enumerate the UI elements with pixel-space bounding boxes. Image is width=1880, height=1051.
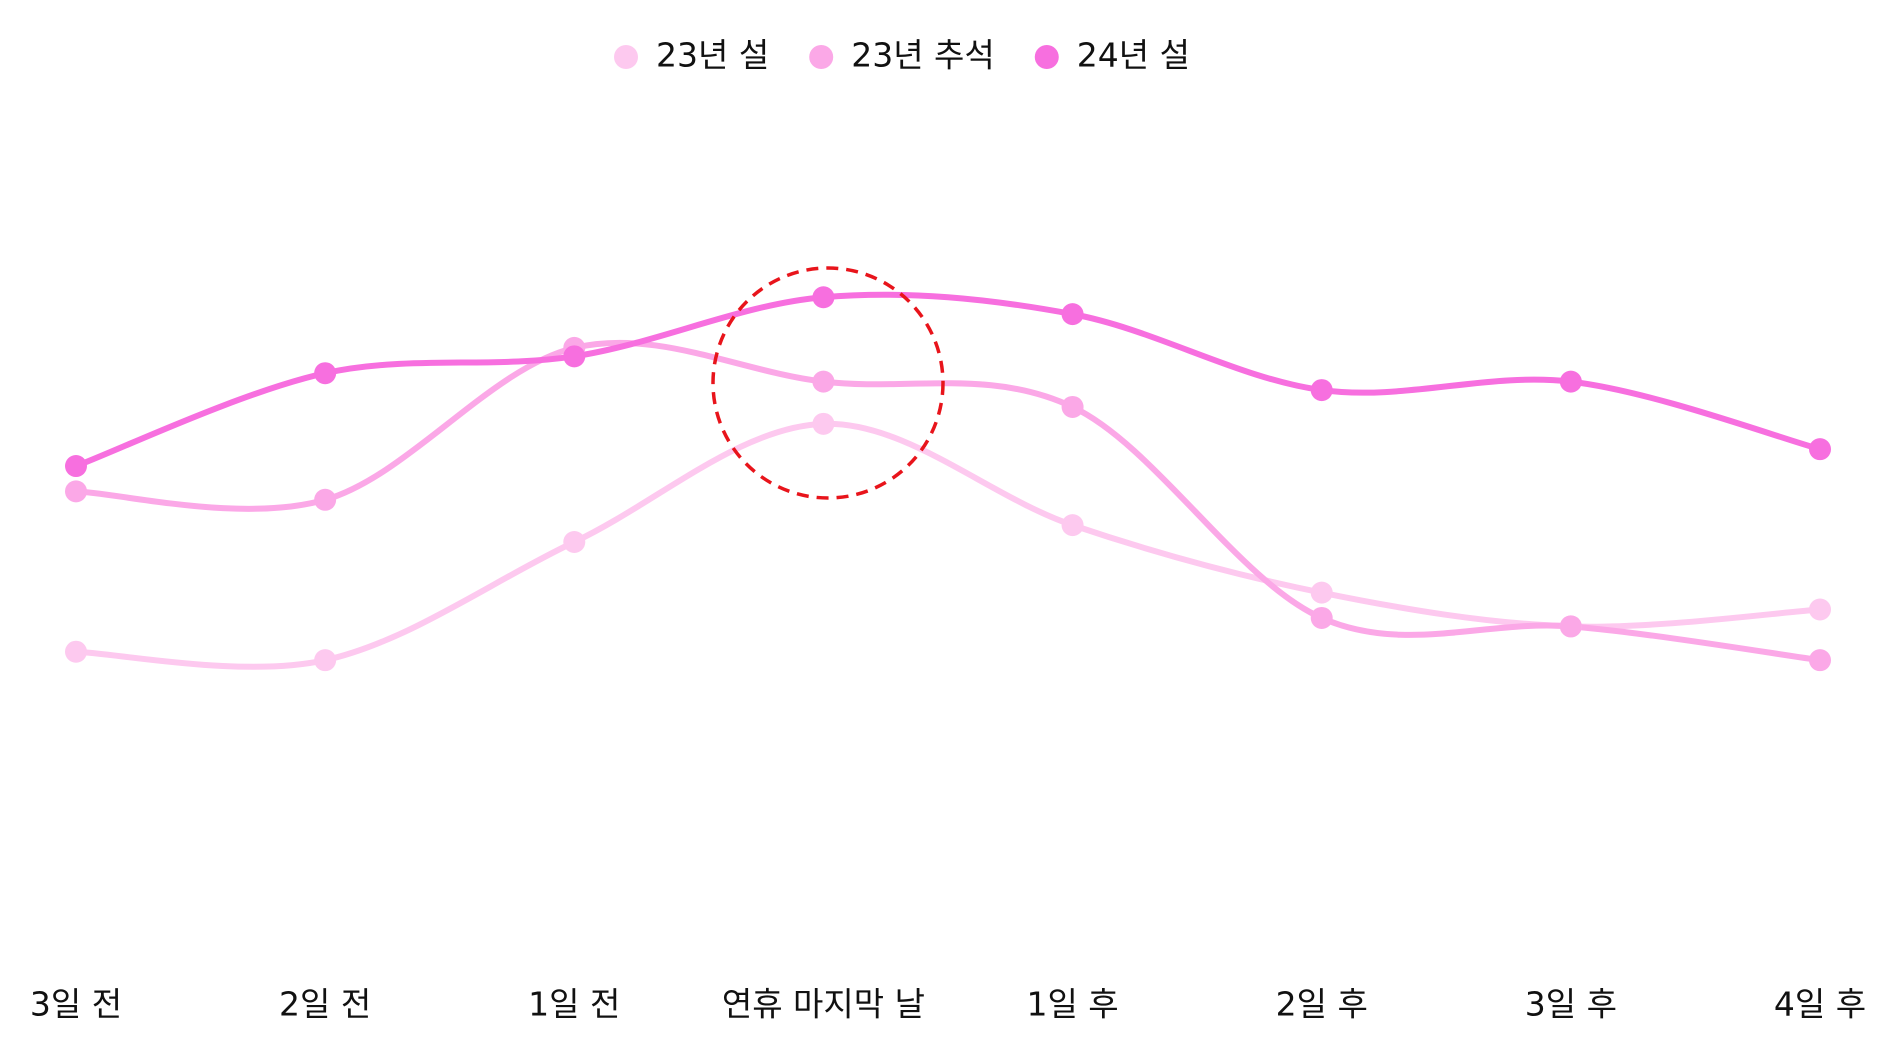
data-point <box>314 362 337 385</box>
data-point <box>65 480 87 503</box>
x-tick-label: 1일 전 <box>528 985 620 1024</box>
legend-marker <box>809 45 834 69</box>
legend-marker <box>1034 45 1059 69</box>
data-point <box>1559 615 1582 638</box>
x-tick-label: 연휴 마지막 날 <box>722 985 925 1024</box>
data-point <box>1809 598 1831 621</box>
data-point <box>1061 303 1084 326</box>
data-point <box>65 640 87 663</box>
data-point <box>1310 581 1333 604</box>
data-point <box>1809 649 1831 672</box>
data-point <box>563 345 586 368</box>
data-point <box>1061 395 1084 418</box>
series-line <box>75 339 1821 664</box>
data-point <box>314 488 337 511</box>
series-line <box>74 291 1821 469</box>
x-tick-label: 4일 후 <box>1774 985 1866 1024</box>
data-point <box>65 455 87 478</box>
data-point <box>1310 379 1333 402</box>
data-point <box>1809 438 1831 461</box>
legend-label: 24년 설 <box>1077 36 1190 75</box>
x-tick-label: 3일 후 <box>1525 985 1617 1024</box>
x-tick-label: 2일 후 <box>1276 985 1368 1024</box>
data-point <box>1061 514 1084 537</box>
data-point <box>563 531 586 553</box>
data-point <box>314 649 337 672</box>
data-point <box>1310 606 1333 629</box>
legend-label: 23년 설 <box>656 36 769 75</box>
data-point <box>812 286 835 309</box>
data-point <box>812 412 835 435</box>
series-line <box>75 420 1821 670</box>
legend-label: 23년 추석 <box>851 36 995 75</box>
x-tick-label: 1일 후 <box>1026 985 1118 1024</box>
highlight-circle <box>711 266 945 500</box>
x-tick-label: 2일 전 <box>279 985 371 1024</box>
data-point <box>1559 370 1582 393</box>
legend: 23년 설 23년 추석 24년 설 <box>614 36 1190 75</box>
legend-marker <box>614 45 638 69</box>
data-point <box>812 370 835 393</box>
x-tick-label: 3일 전 <box>30 985 122 1024</box>
